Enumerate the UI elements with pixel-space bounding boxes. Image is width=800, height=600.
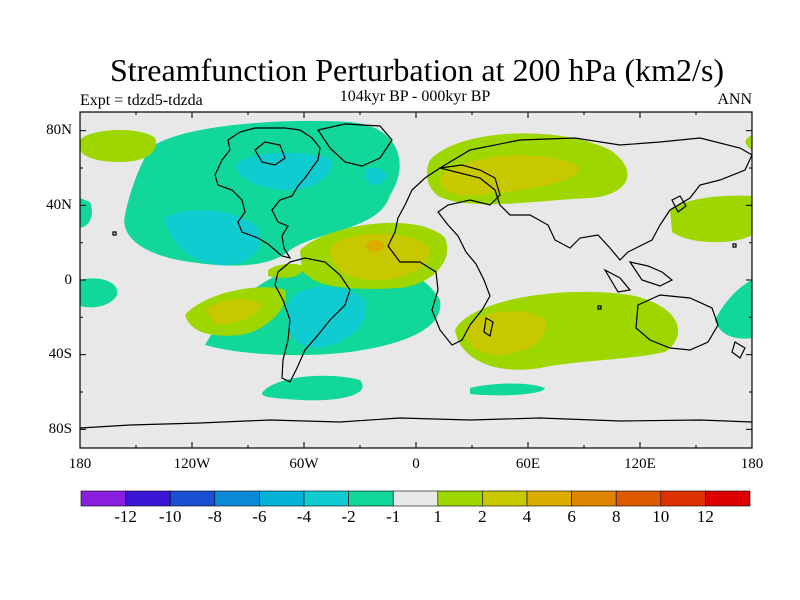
- colorbar-label: -4: [296, 507, 312, 526]
- map-field: [80, 112, 752, 448]
- colorbar-label: 8: [611, 507, 621, 526]
- colorbar-swatch: [125, 490, 171, 507]
- lat-tick-label: 80N: [46, 122, 72, 138]
- experiment-label: Expt = tdzd5-tdzda: [80, 92, 203, 109]
- lon-tick-label: 0: [412, 456, 420, 472]
- coastlines: [80, 123, 752, 429]
- colorbar-swatch: [705, 490, 751, 507]
- colorbar-label: -1: [386, 507, 401, 526]
- colorbar-label: -12: [114, 507, 137, 526]
- colorbar-swatch: [259, 490, 305, 507]
- lon-tick-label: 60E: [515, 456, 541, 472]
- colorbar-swatch: [303, 490, 349, 507]
- colorbar-swatch: [214, 490, 260, 507]
- lon-tick-label: 120W: [173, 456, 211, 472]
- colorbar-label: 10: [652, 507, 670, 526]
- lat-tick-label: 40S: [48, 346, 72, 362]
- lon-tick-label: 60W: [289, 456, 319, 472]
- lat-tick-label: 80S: [48, 421, 72, 437]
- colorbar-label: 6: [567, 507, 576, 526]
- colorbar-swatch: [482, 490, 528, 507]
- lon-tick-label: 120E: [624, 456, 656, 472]
- colorbar-swatch: [571, 490, 617, 507]
- colorbar-label: -10: [158, 507, 182, 526]
- lon-tick-label: 180: [740, 456, 764, 472]
- positive-mid-regions: [205, 155, 580, 355]
- colorbar-label: 2: [478, 507, 487, 526]
- colorbar-swatch: [80, 490, 126, 507]
- colorbar-label: 12: [696, 507, 714, 526]
- colorbar-swatch: [526, 490, 572, 507]
- lat-tick-label: 0: [64, 272, 73, 288]
- colorbar-swatch: [437, 490, 483, 507]
- colorbar-label: -2: [341, 507, 356, 526]
- colorbar: [80, 490, 751, 507]
- lat-tick-label: 40N: [46, 197, 72, 213]
- season-label: ANN: [717, 91, 752, 108]
- colorbar-swatch: [392, 490, 439, 507]
- plot-title: Streamfunction Perturbation at 200 hPa (…: [109, 52, 725, 88]
- axis-ticks: [79, 112, 753, 448]
- lon-tick-label: 180: [68, 456, 92, 472]
- colorbar-swatch: [660, 490, 706, 507]
- colorbar-swatch: [615, 490, 662, 507]
- plot-subtitle: 104kyr BP - 000kyr BP: [339, 88, 491, 105]
- colorbar-label: 4: [522, 507, 532, 526]
- colorbar-label: 1: [433, 507, 443, 526]
- colorbar-label: -8: [207, 507, 222, 526]
- negative-mid-regions: [165, 152, 386, 348]
- positive-high-regions: [366, 240, 384, 252]
- colorbar-swatch: [348, 490, 394, 507]
- colorbar-swatch: [169, 490, 216, 507]
- colorbar-label: -6: [252, 507, 267, 526]
